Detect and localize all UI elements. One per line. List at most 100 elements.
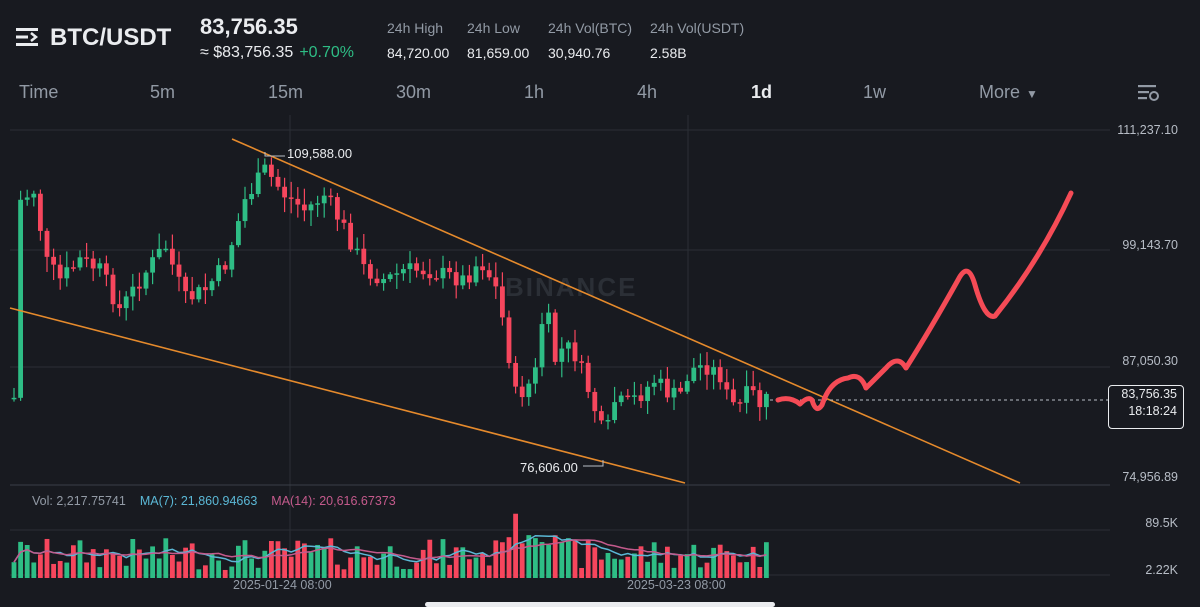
candle-body [255,172,261,195]
candle-body [308,204,314,211]
volume-bar [295,540,301,578]
stat-label: 24h Low [467,20,520,36]
candle-body [704,365,710,375]
volume-bar [559,542,565,578]
volume-bar [447,564,452,578]
volume-bar [764,542,769,578]
candle-body [665,378,670,398]
candle-body [698,365,703,368]
volume-bar [255,567,261,578]
volume-bar [427,539,433,578]
candle-body [539,324,545,368]
tab-5m[interactable]: 5m [150,82,176,102]
tab-more[interactable]: More ▼ [979,82,1038,103]
volume-bar [104,549,109,578]
volume-bar [315,544,320,578]
volume-bar [341,569,347,578]
candle-body [196,287,202,300]
candle-body [110,274,116,305]
volume-bars [11,513,769,578]
candle-body [354,248,360,251]
candle-body [691,367,697,382]
candle-body [57,264,63,279]
candle-body [757,390,763,408]
candle-body [163,248,169,251]
volume-bar [288,556,294,578]
tab-1h[interactable]: 1h [524,82,545,102]
volume-bar [737,562,743,578]
candle-body [678,387,683,392]
chart-settings-icon[interactable] [1138,84,1160,102]
candle-body [24,197,30,200]
volume-bar [335,564,340,578]
volume-bar [539,542,545,578]
candle-body [137,286,142,289]
candles [11,157,769,430]
candle-body [216,265,221,282]
candle-body [302,204,307,211]
volume-bar [242,540,248,578]
candle-body [97,263,103,269]
candle-body [249,194,254,200]
volume-bar [651,542,657,578]
volume-bar [486,565,492,578]
candle-body [427,274,433,279]
candle-body [533,367,538,384]
candle-body [368,264,373,279]
volume-bar [110,554,116,578]
volume-bar [757,566,763,578]
tab-4h[interactable]: 4h [637,82,658,102]
candle-body [579,361,584,363]
volume-bar [625,556,631,578]
candle-body [612,402,617,421]
candle-body [64,267,70,279]
candle-body [447,267,452,273]
volume-bar [519,543,525,578]
price-sub: ≈ $83,756.35 +0.70% [200,44,354,62]
volume-bar [90,549,96,578]
volume-bar [222,569,228,578]
candle-body [473,266,479,283]
volume-ma14: MA(14): 20,616.67373 [271,494,396,508]
candle-body [420,270,426,275]
volume-bar [196,569,202,578]
candle-body [189,291,195,300]
tab-1w[interactable]: 1w [863,82,887,102]
volume-bar [348,557,353,578]
candle-body [651,382,657,387]
tab-30m[interactable]: 30m [396,82,432,102]
pair-symbol[interactable]: BTC/USDT [50,24,172,51]
high-marker-line [264,152,285,157]
candle-body [599,411,604,421]
candle-body [341,219,347,223]
candle-body [38,193,43,231]
candle-body [632,395,637,397]
high-marker-label: 109,588.00 [287,146,353,161]
volume-bar [513,513,518,578]
volume-bar [77,540,83,578]
menu-icon[interactable] [16,28,38,46]
volume-bar [163,538,169,578]
volume-bar [731,555,736,578]
volume-bar [684,554,690,578]
price-axis-label: 74,956.89 [1122,470,1178,484]
volume-bar [97,567,103,578]
candle-body [295,198,301,205]
tab-time[interactable]: Time [19,82,59,102]
candle-body [387,274,393,280]
candle-body [645,386,650,402]
volume-bar [269,541,274,578]
stat-24h-low: 24h Low 81,659.00 [467,20,529,61]
candle-body [117,304,122,309]
volume-bar [473,557,479,578]
volume-bar [665,546,670,578]
volume-bar [440,539,446,578]
tab-1d[interactable]: 1d [751,82,773,102]
volume-bar [585,539,591,578]
candle-body [519,386,525,398]
candle-body [77,257,83,268]
volume-bar [183,547,188,578]
candle-body [486,270,492,278]
tab-15m[interactable]: 15m [268,82,304,102]
